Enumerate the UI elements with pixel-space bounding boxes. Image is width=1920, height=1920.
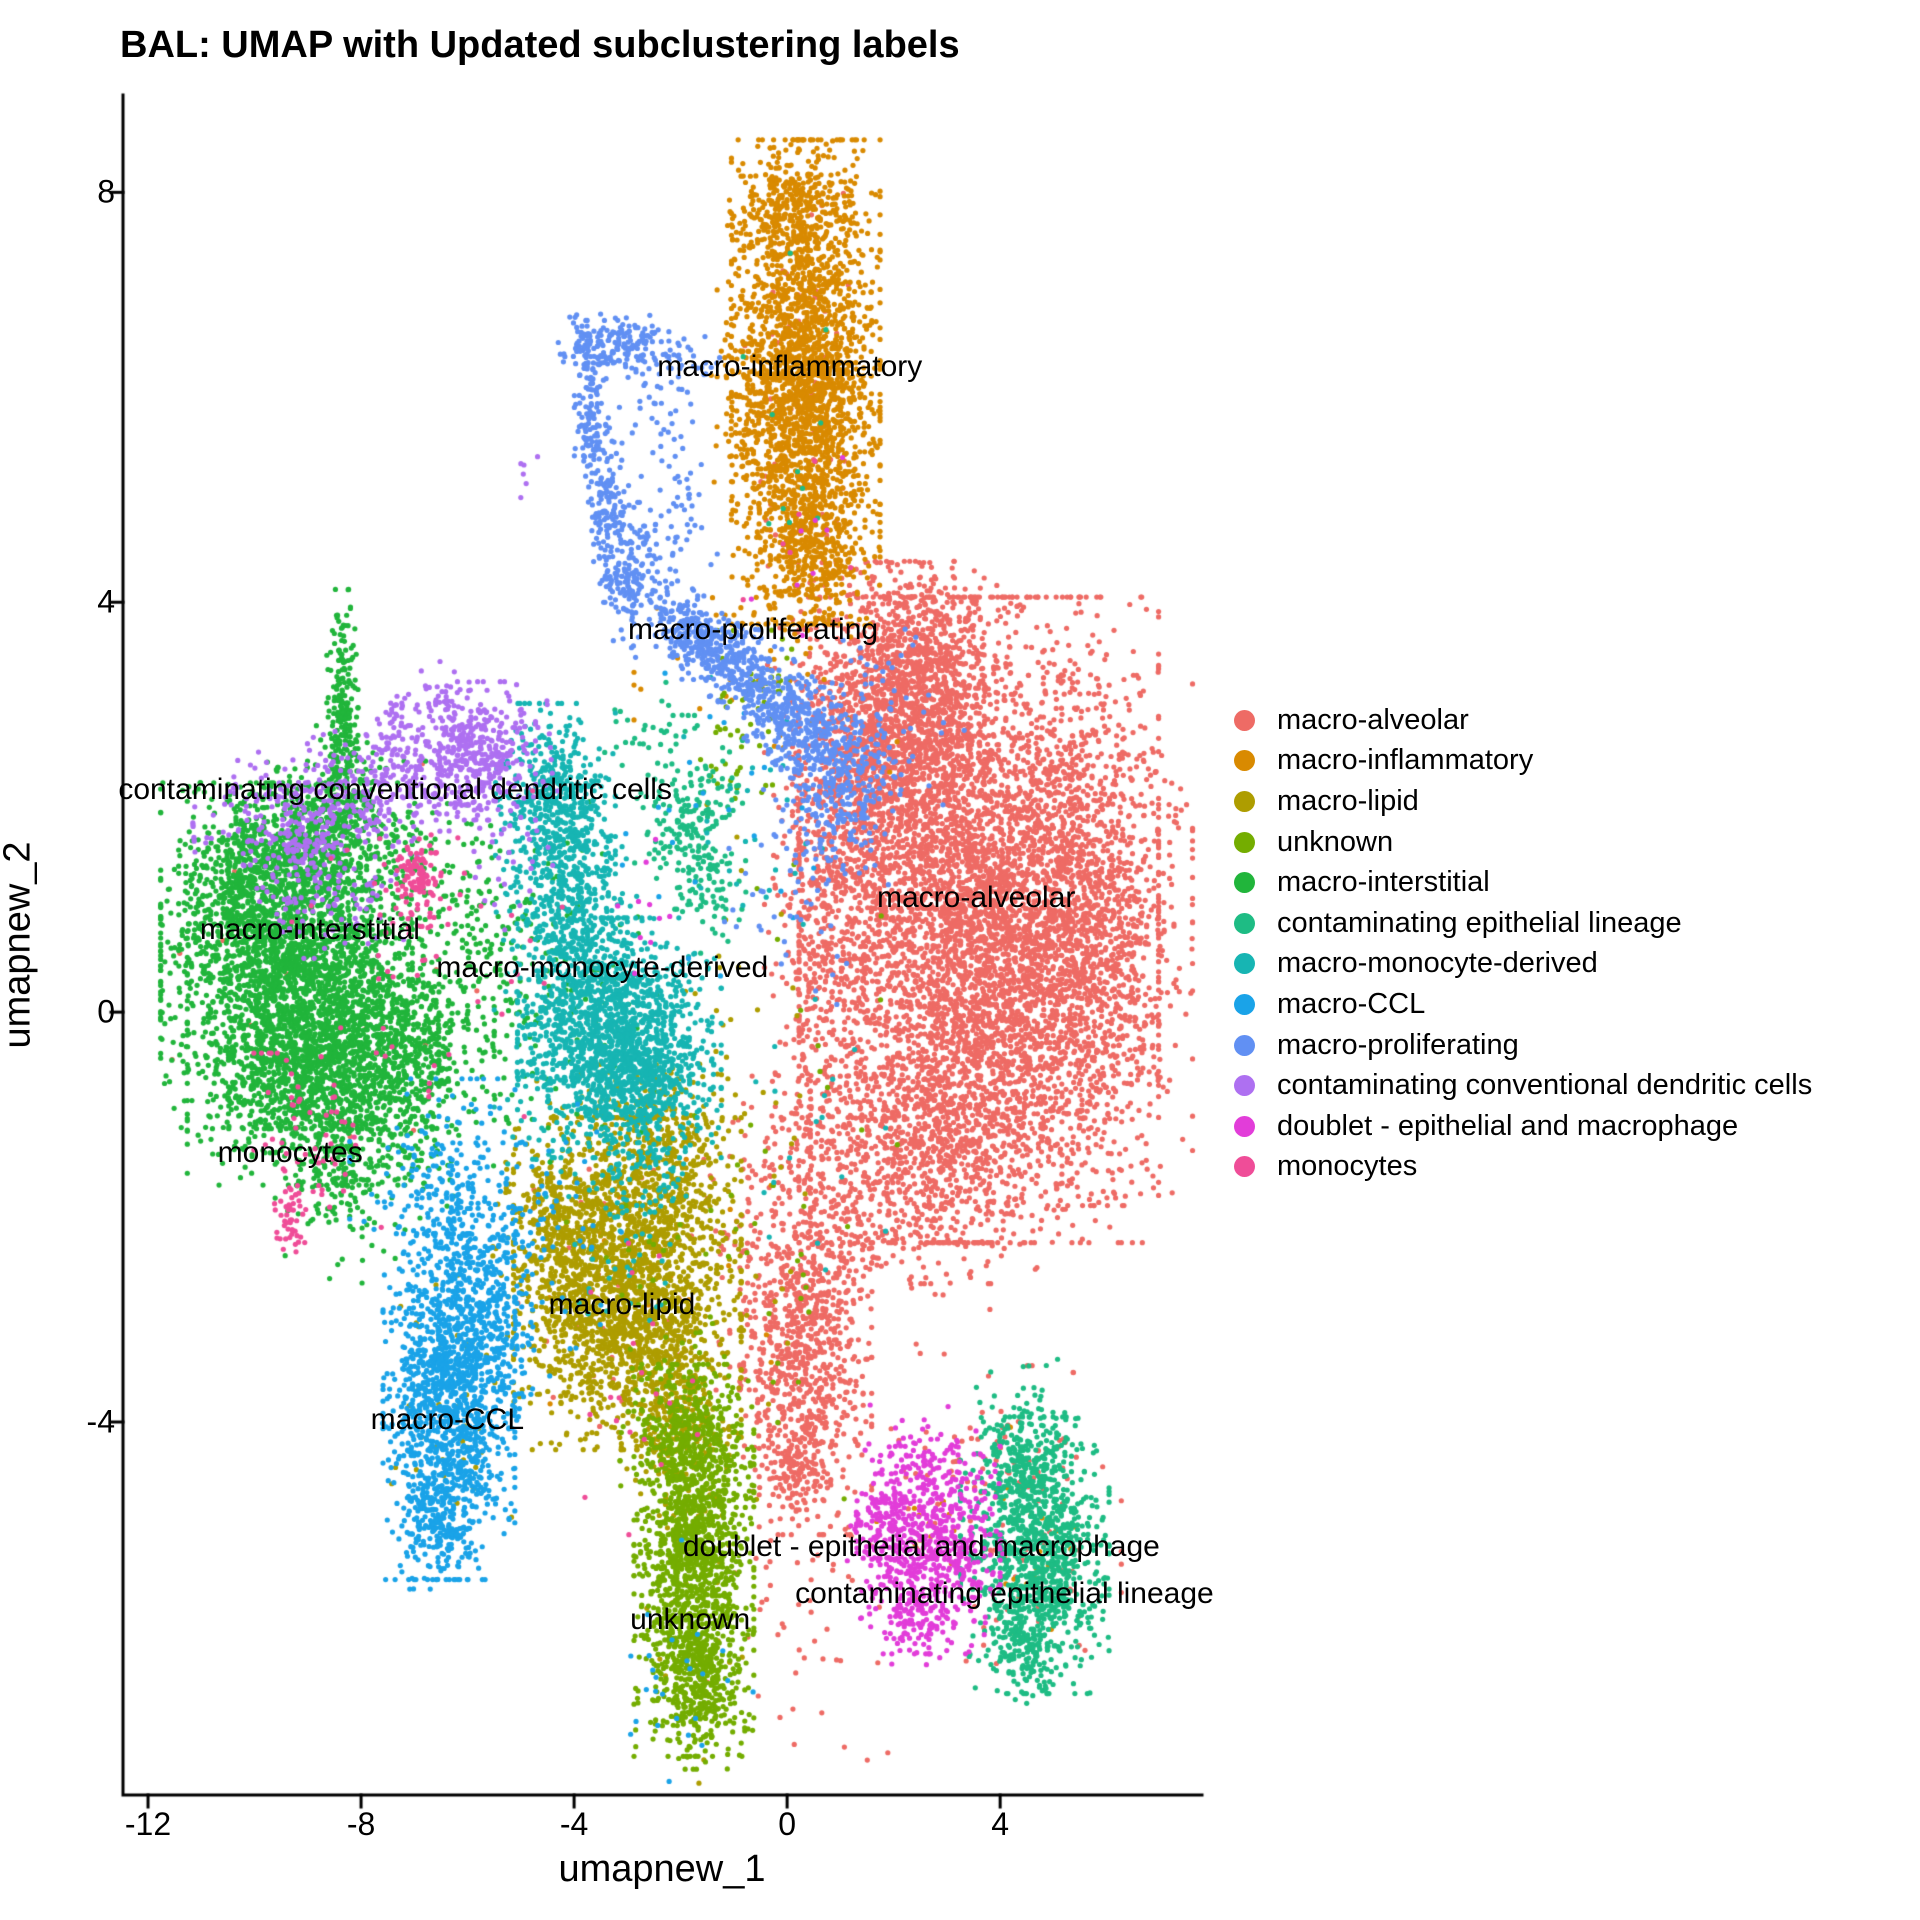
cluster-label-macro-inflammatory: macro-inflammatory [657,349,923,383]
legend-dot-icon [1234,1115,1255,1137]
legend-dot-icon [1234,993,1255,1015]
cluster-label-macro-proliferating: macro-proliferating [627,612,879,646]
cluster-label-doublet-epithelial-and-macrophage: doublet - epithelial and macrophage [682,1530,1160,1564]
legend-dot-icon [1234,750,1255,772]
legend-item: contaminating conventional dendritic cel… [1234,1065,1812,1106]
legend-item: macro-proliferating [1234,1025,1812,1066]
legend-item: macro-inflammatory [1234,741,1812,782]
y-tick-label: -4 [86,1403,115,1440]
legend-item: monocytes [1234,1147,1812,1188]
legend-item: macro-interstitial [1234,862,1812,903]
legend-item: unknown [1234,822,1812,863]
legend-dot-icon [1234,912,1255,934]
legend-dot-icon [1234,872,1255,894]
cluster-label-macro-alveolar: macro-alveolar [876,881,1076,915]
x-tick-label: 0 [778,1806,797,1842]
x-tick-label: -12 [124,1806,172,1842]
cluster-label-macro-monocyte-derived: macro-monocyte-derived [436,951,769,985]
legend-item: doublet - epithelial and macrophage [1234,1106,1812,1147]
legend-dot-icon [1234,831,1255,853]
legend-dot-icon [1234,709,1255,731]
legend-dot-icon [1234,1156,1255,1178]
legend-dot-icon [1234,1034,1255,1056]
y-tick-label: 0 [97,993,115,1030]
y-axis-title: umapnew_2 [0,841,39,1049]
cluster-label-unknown: unknown [630,1602,751,1636]
cluster-label-contaminating-epithelial-lineage: contaminating epithelial lineage [795,1577,1214,1611]
y-tick-label: 4 [97,583,115,620]
legend-item: contaminating epithelial lineage [1234,903,1812,944]
legend-dot-icon [1234,790,1255,812]
x-tick-label: 4 [991,1806,1010,1842]
legend-item: macro-CCL [1234,984,1812,1025]
legend-dot-icon [1234,1075,1255,1097]
legend-item: macro-monocyte-derived [1234,944,1812,985]
y-tick-label: 8 [97,173,115,210]
cluster-label-macro-interstitial: macro-interstitial [199,913,420,947]
x-tick-label: -8 [346,1806,376,1842]
legend-item: macro-lipid [1234,781,1812,822]
legend-item: macro-alveolar [1234,700,1812,741]
legend: macro-alveolar macro-inflammatory macro-… [1234,700,1812,1187]
cluster-label-macro-CCL: macro-CCL [370,1402,525,1436]
cluster-label-contaminating-conventional-dendritic-cells: contaminating conventional dendritic cel… [118,772,672,806]
chart-title: BAL: UMAP with Updated subclustering lab… [120,24,960,66]
x-tick-label: -4 [559,1806,589,1842]
cluster-label-macro-lipid: macro-lipid [548,1288,696,1322]
x-axis-title: umapnew_1 [558,1848,766,1890]
cluster-label-monocytes: monocytes [217,1135,363,1169]
legend-dot-icon [1234,953,1255,975]
